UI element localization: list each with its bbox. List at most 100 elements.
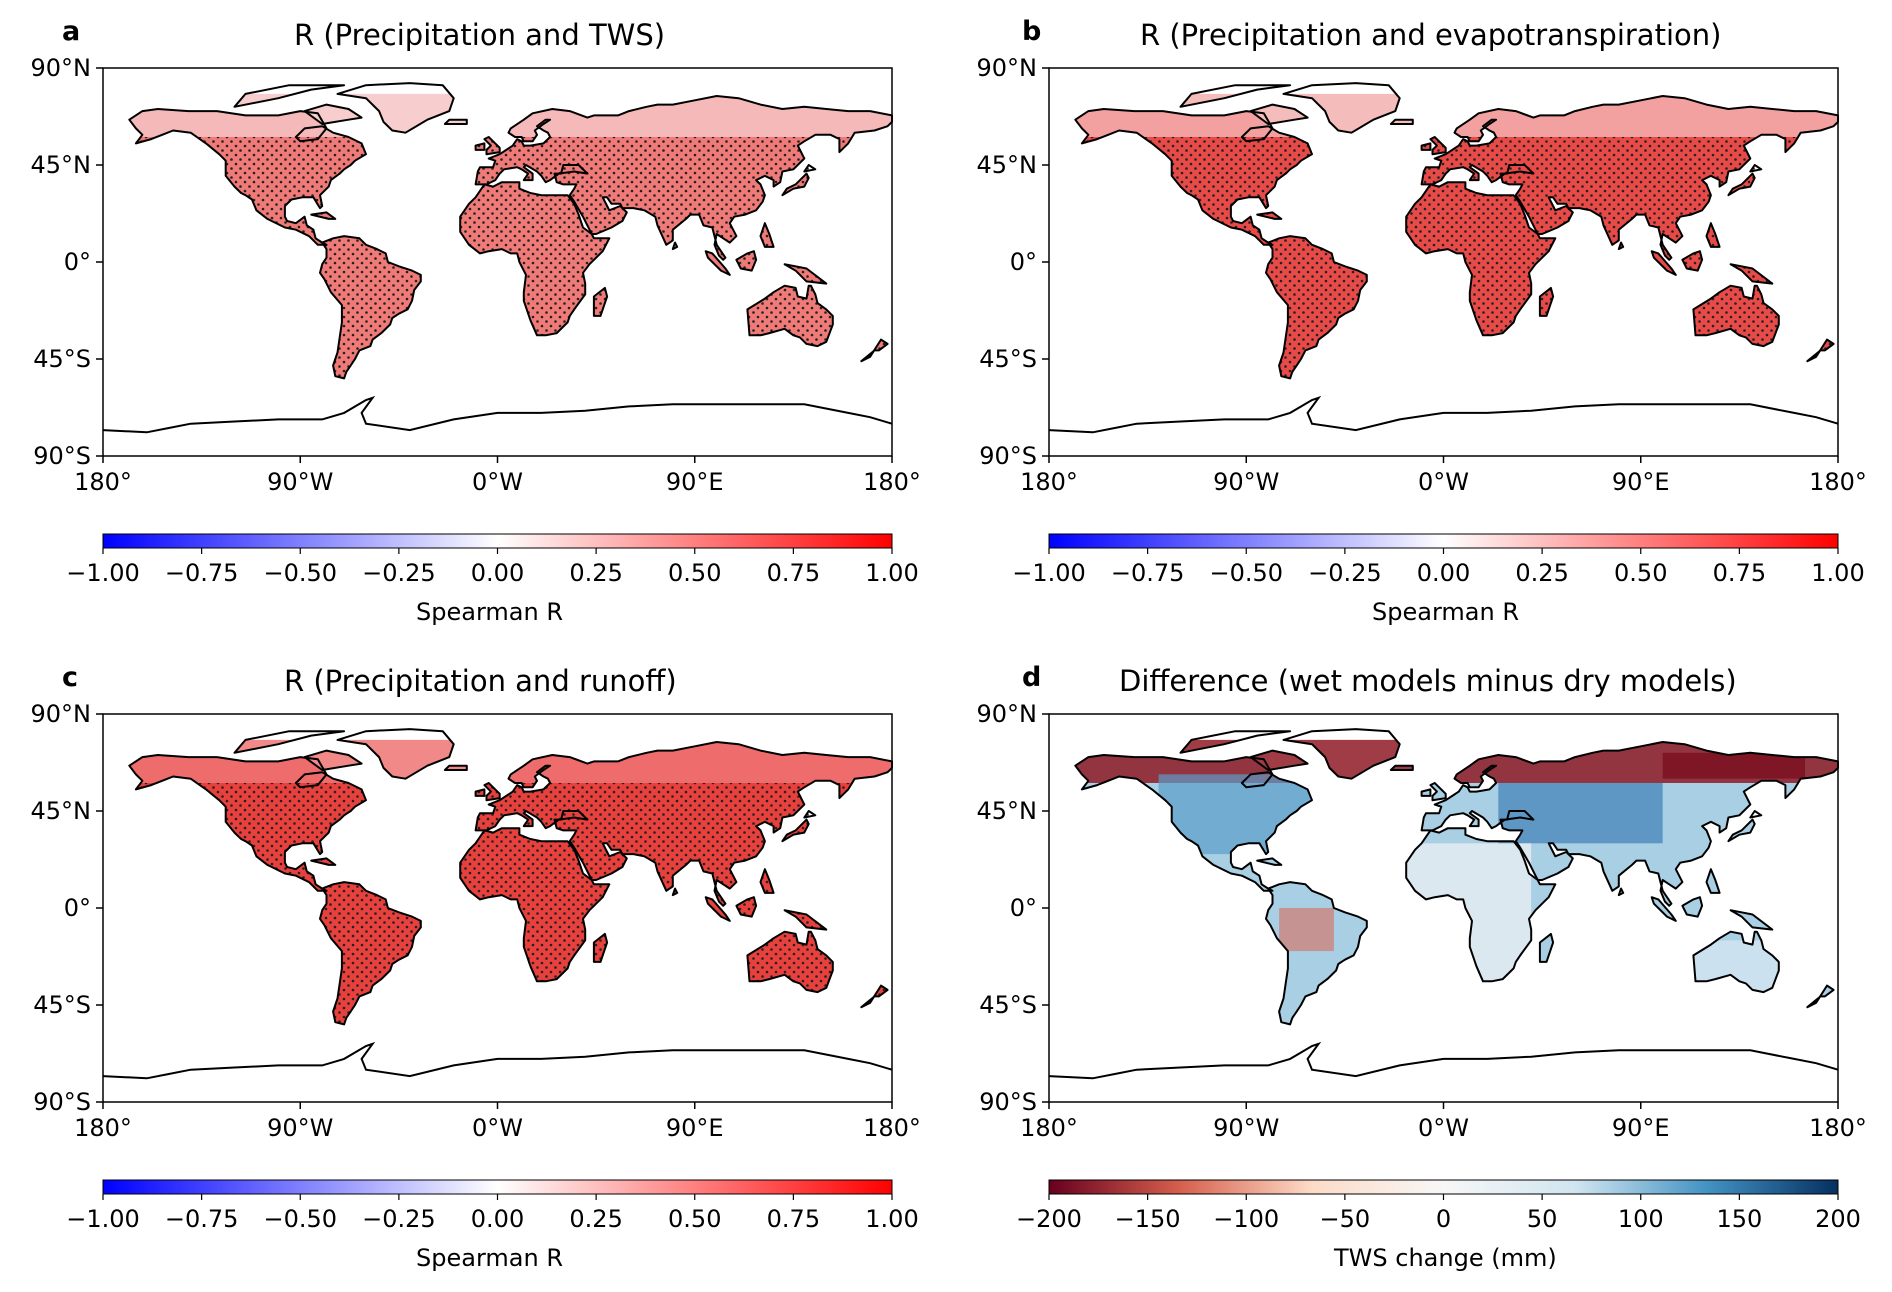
lat-tick-label: 0° (64, 248, 91, 276)
coast-greenland (336, 728, 455, 780)
coast-iceland (443, 118, 468, 125)
landmass-borneo (1682, 897, 1703, 917)
colorbar-tick-label: −50 (1320, 1205, 1371, 1233)
coast-sumatra (704, 250, 731, 276)
coast-iceland (1389, 118, 1414, 125)
lat-tick-label: 0° (1010, 894, 1037, 922)
siberia-dry-region (1662, 752, 1806, 779)
panel-title: Difference (wet models minus dry models) (1119, 664, 1737, 698)
lat-tick-label: 90°S (979, 1088, 1037, 1116)
lat-tick-label: 90°S (33, 1088, 91, 1116)
coast-newGuinea (1729, 263, 1774, 285)
coast-antarctica (102, 395, 893, 434)
colorbar-label: Spearman R (416, 598, 563, 626)
coast-newGuinea (783, 909, 828, 931)
panel-letter: b (1022, 16, 1042, 47)
coast-japan (781, 172, 810, 197)
coast-antarctica (102, 1041, 893, 1080)
coast-greenland (1282, 728, 1401, 780)
colorbar (102, 533, 893, 549)
colorbar-tick-label: −1.00 (1012, 559, 1086, 587)
coast-newZealand (1806, 984, 1835, 1009)
coast-philippines (759, 868, 775, 894)
lat-tick-label: 45°S (979, 991, 1037, 1019)
coast-iceland (443, 764, 468, 771)
coast-arcticIsl (233, 84, 346, 108)
colorbar-tick-label: 50 (1527, 1205, 1558, 1233)
coast-australia (1692, 930, 1780, 994)
coast-greenland (1282, 82, 1401, 134)
landmass-ireland (1421, 789, 1431, 796)
colorbar-tick-label: −200 (1016, 1205, 1082, 1233)
panel-title: R (Precipitation and runoff) (284, 664, 677, 698)
colorbar-tick-label: 0.75 (1713, 559, 1766, 587)
colorbar-tick-label: −0.75 (1111, 559, 1185, 587)
coast-madagascar (592, 286, 609, 317)
coast-africa (1405, 181, 1557, 337)
coast-borneo (1681, 250, 1704, 272)
colorbar-tick-label: 0.25 (569, 1205, 622, 1233)
colorbar-tick-label: 0.25 (1515, 559, 1568, 587)
coast-eurasia (474, 741, 893, 907)
lat-tick-label: 45°N (31, 151, 92, 179)
panel-d: d Difference (wet models minus dry model… (946, 646, 1892, 1292)
coast-iceland (1389, 764, 1414, 771)
colorbar-tick-label: 0.00 (471, 559, 524, 587)
colorbar-tick-label: 0.50 (1614, 559, 1667, 587)
lon-tick-label: 180° (74, 1114, 132, 1142)
colorbar-tick-label: 150 (1716, 1205, 1762, 1233)
map: 180° 90°W 0°W 90°E 180° 90°N 45°N 0° 45°S 90°S −1.… (31, 700, 921, 1233)
lat-tick-label: 90°S (979, 442, 1037, 470)
lat-tick-label: 45°N (31, 797, 92, 825)
colorbar-tick-label: −1.00 (66, 559, 140, 587)
coast-africa (459, 181, 611, 337)
coast-greenland (336, 82, 455, 134)
coast-ireland (1420, 788, 1432, 797)
lon-tick-label: 90°E (666, 1114, 724, 1142)
panel-letter: c (62, 662, 79, 693)
coast-ireland (1420, 142, 1432, 151)
colorbar-tick-label: 100 (1618, 1205, 1664, 1233)
landmass-uk (1430, 783, 1446, 801)
coast-uk (483, 782, 501, 802)
lat-tick-label: 45°S (33, 991, 91, 1019)
coast-southAmerica (319, 235, 422, 380)
map: 180° 90°W 0°W 90°E 180° 90°N 45°N 0° 45°S 90°S −1.… (31, 54, 921, 587)
coast-cuba (1256, 857, 1283, 866)
colorbar-tick-label: −0.25 (362, 559, 436, 587)
colorbar-tick-label: −0.50 (263, 559, 337, 587)
colorbar-tick-label: −0.75 (165, 559, 239, 587)
eurasia-wet-region (1498, 782, 1663, 844)
colorbar-tick-label: −0.50 (263, 1205, 337, 1233)
panel-title: R (Precipitation and evapotranspiration) (1140, 18, 1722, 52)
coastlines (1048, 728, 1839, 1080)
colorbar (1048, 1179, 1839, 1195)
coast-cuba (310, 211, 337, 220)
lat-tick-label: 90°N (31, 700, 92, 728)
lon-tick-label: 180° (863, 468, 921, 496)
lat-tick-label: 45°S (33, 345, 91, 373)
coast-northAmerica (128, 754, 367, 892)
colorbar (1048, 533, 1839, 549)
map: 180° 90°W 0°W 90°E 180° 90°N 45°N 0° 45°S 90°S −1.… (977, 54, 1867, 587)
lat-tick-label: 45°S (979, 345, 1037, 373)
coast-newZealand (1806, 338, 1835, 363)
lon-tick-label: 180° (1809, 1114, 1867, 1142)
lon-tick-label: 90°E (666, 468, 724, 496)
lon-tick-label: 180° (1020, 1114, 1078, 1142)
coastlines (1048, 82, 1839, 434)
coast-baffin (303, 103, 363, 125)
coast-japan (1727, 172, 1756, 197)
lon-tick-label: 180° (74, 468, 132, 496)
lat-tick-label: 90°N (31, 54, 92, 82)
lon-tick-label: 90°W (1213, 1114, 1279, 1142)
coastlines (102, 82, 893, 434)
colorbar-tick-label: 0.75 (767, 559, 820, 587)
amazon-dry-region (1279, 908, 1334, 952)
colorbar-tick-label: 200 (1815, 1205, 1861, 1233)
coast-philippines (1705, 868, 1721, 894)
coast-uk (1429, 782, 1447, 802)
lon-tick-label: 90°E (1612, 468, 1670, 496)
coast-newZealand (860, 338, 889, 363)
landmass-hokkaido (1750, 811, 1762, 818)
